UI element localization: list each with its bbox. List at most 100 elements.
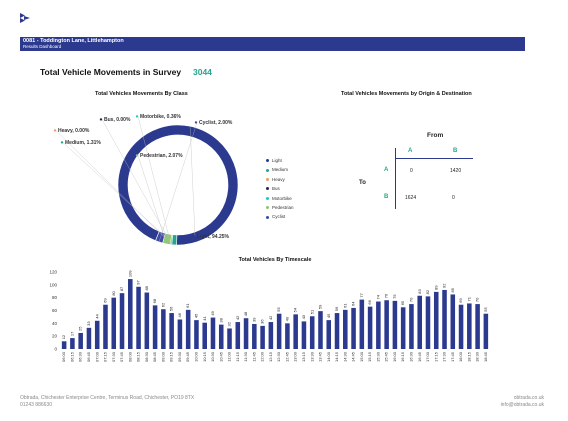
total-movements-value: 3044 [193,67,212,77]
od-row-header-a: A [384,167,389,173]
x-tick-label: 17:00 [425,351,430,362]
bar-1645 [417,295,422,349]
bar-0915 [169,313,174,349]
footer-email[interactable]: info@obtrada.co.uk [500,402,544,408]
total-movements-label: Total Vehicle Movements in Survey [40,67,182,77]
od-col-header-b: B [453,148,458,154]
bar-1345 [318,311,323,349]
x-tick-label: 12:00 [260,351,265,362]
donut-slice-light [117,124,239,246]
bar-0715 [103,304,108,349]
bar-data-label: 77 [359,292,364,297]
svg-text:Light, 94.25%: Light, 94.25% [197,234,230,240]
bar-data-label: 74 [375,294,380,299]
bar-1130 [243,318,249,349]
x-tick-label: 17:15 [433,351,438,362]
legend-item-bus: Bus [266,184,294,193]
bar-data-label: 71 [466,296,471,301]
header-banner: 0081 - Toddington Lane, Littlehampton Re… [20,37,525,51]
x-tick-label: 06:30 [78,351,83,362]
x-tick-label: 11:30 [243,351,248,361]
bar-1745 [450,294,456,349]
bar-data-label: 70 [475,297,480,302]
class-chart-legend: Light Medium Heavy Bus Motorbike Pedestrian Cy… [266,156,294,222]
bar-data-label: 42 [268,315,273,320]
y-tick-label: 120 [49,270,57,275]
bar-1045 [218,324,224,349]
x-tick-label: 13:45 [318,351,323,362]
bar-data-label: 33 [86,321,91,326]
bar-1000 [194,320,199,349]
bar-data-label: 61 [342,303,347,308]
legend-item-light: Light [266,156,294,165]
bar-data-label: 64 [351,301,356,306]
x-tick-label: 08:30 [144,351,149,362]
bar-1215 [268,322,274,349]
bar-1830 [475,304,480,349]
x-tick-label: 08:00 [127,351,132,362]
bar-data-label: 65 [400,300,405,305]
bar-data-label: 66 [367,299,372,304]
bar-1200 [260,325,265,349]
bar-data-label: 85 [450,287,455,292]
bar-1145 [252,323,257,349]
legend-swatch [266,187,269,191]
bar-data-label: 59 [318,304,323,309]
bar-data-label: 17 [69,331,74,336]
donut-label-motorbike: Motorbike, 0.36% [135,114,181,245]
y-tick-label: 40 [52,321,58,326]
x-tick-label: 07:30 [111,351,116,362]
x-tick-label: 16:15 [400,351,405,362]
bar-1300 [293,314,298,349]
y-tick-label: 60 [52,308,58,313]
od-from-label: From [427,132,444,139]
legend-item-pedestrian: Pedestrian [266,203,294,212]
bar-1430 [343,309,348,349]
legend-item-motorbike: Motorbike [266,194,294,203]
od-table-horizontal-rule [395,158,473,159]
x-tick-label: 10:00 [194,351,199,362]
bar-data-label: 54 [293,307,298,312]
bar-data-label: 87 [119,286,124,291]
bar-0630 [78,332,83,349]
bar-1515 [367,306,373,349]
bar-1230 [276,313,282,349]
legend-item-heavy: Heavy [266,175,294,184]
bar-0845 [152,305,158,349]
legend-swatch [266,159,269,163]
x-tick-label: 06:45 [86,351,91,362]
footer-website[interactable]: obtrada.co.uk [513,395,544,401]
x-tick-label: 13:30 [309,351,314,362]
x-tick-label: 06:00 [61,351,66,362]
bar-data-label: 109 [127,270,132,277]
bar-1015 [202,322,207,349]
bar-data-label: 48 [243,311,248,316]
svg-text:Bus, 0.00%: Bus, 0.00% [104,117,131,123]
bar-1100 [227,328,232,349]
bar-data-label: 46 [177,312,182,317]
bar-1730 [442,289,447,349]
svg-text:Heavy, 0.00%: Heavy, 0.00% [58,128,90,134]
bar-data-label: 45 [326,313,331,318]
bar-data-label: 12 [61,334,66,339]
bar-data-label: 62 [160,302,165,307]
timescale-bar-chart: Total Vehicles By Timescale 0 20 40 60 80 100 1… [49,257,489,362]
od-cell-a-b: 1420 [450,168,462,174]
bar-data-label: 83 [417,289,422,294]
x-tick-label: 07:15 [103,351,108,362]
bar-data-label: 69 [458,298,463,303]
od-cell-b-b: 0 [452,195,455,201]
od-cell-a-a: 0 [410,168,413,174]
bar-data-label: 55 [483,306,488,311]
x-tick-label: 11:00 [227,351,232,361]
bar-1500 [359,299,365,349]
bar-data-label: 56 [334,306,339,311]
x-tick-label: 18:45 [483,351,488,362]
x-tick-label: 14:45 [351,351,356,362]
bar-0945 [185,309,191,349]
legend-item-medium: Medium [266,165,294,174]
bar-data-label: 61 [185,303,190,308]
bar-1815 [467,303,472,349]
x-tick-label: 07:45 [119,351,124,362]
y-tick-label: 20 [52,334,58,339]
